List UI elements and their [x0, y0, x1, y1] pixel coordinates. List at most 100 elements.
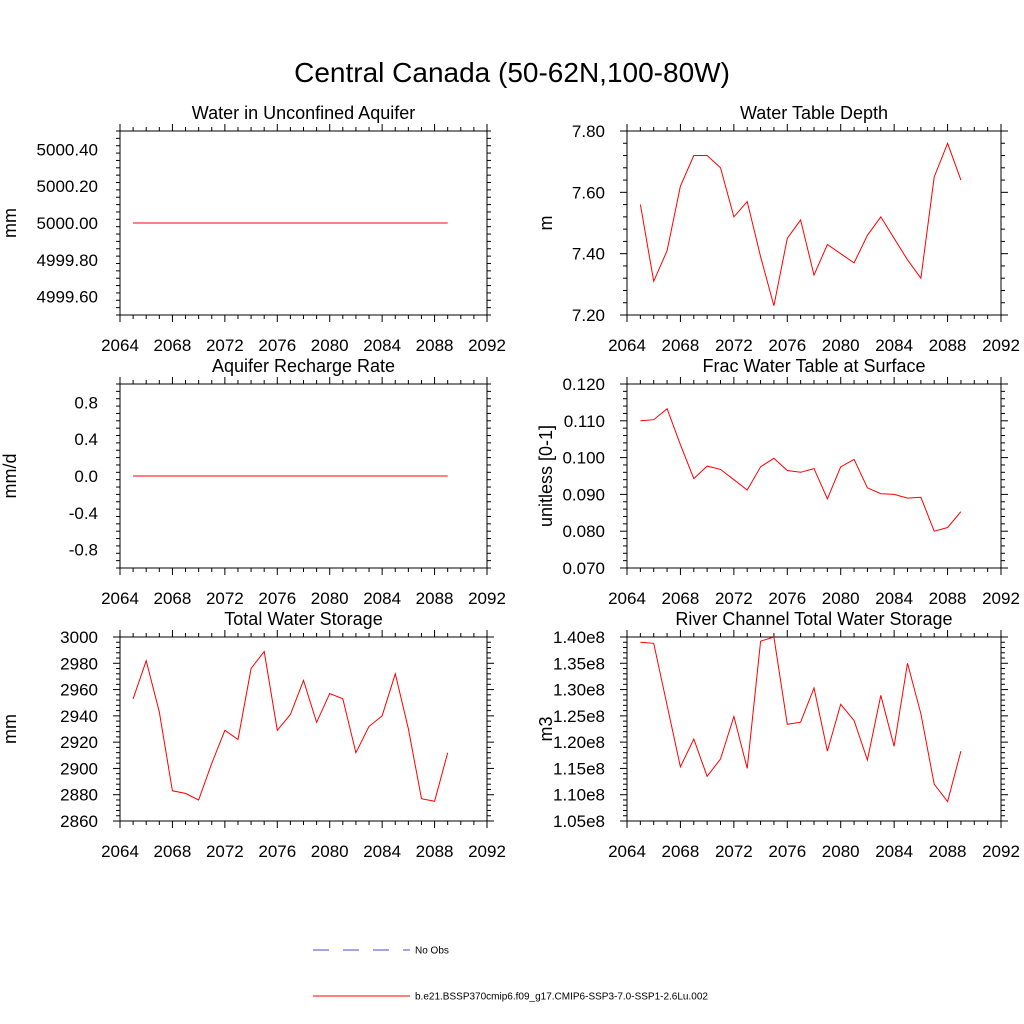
- x-tick-label: 2076: [258, 336, 296, 355]
- panel-grid: Water in Unconfined Aquifer 2064 2068 2072 2…: [0, 103, 1020, 861]
- x-tick-label: 2088: [929, 589, 967, 608]
- x-tick-label: 2084: [363, 589, 401, 608]
- figure-title: Central Canada (50-62N,100-80W): [294, 57, 730, 88]
- panel-title: Frac Water Table at Surface: [702, 356, 925, 376]
- y-tick-label: 1.05e8: [553, 812, 605, 831]
- x-tick-label: 2088: [929, 842, 967, 861]
- y-tick-label: 1.10e8: [553, 786, 605, 805]
- y-tick-label: 2900: [60, 759, 98, 778]
- panel-5: Total Water Storage 2064 2068 2072 2076 2080 2…: [0, 609, 506, 861]
- x-tick-label: 2068: [662, 336, 700, 355]
- y-tick-label: -0.4: [69, 504, 98, 523]
- y-tick-label: 1.20e8: [553, 733, 605, 752]
- x-tick-label: 2072: [206, 589, 244, 608]
- plot-frame: [119, 636, 488, 822]
- y-tick-label: 0.120: [562, 375, 605, 394]
- y-axis-label: unitless [0-1]: [536, 425, 556, 527]
- y-tick-label: 2880: [60, 786, 98, 805]
- legend-label-2: b.e21.BSSP370cmip6.f09_g17.CMIP6-SSP3-7.…: [415, 992, 708, 1003]
- x-tick-label: 2068: [154, 589, 192, 608]
- x-tick-label: 2076: [768, 589, 806, 608]
- y-tick-label: 0.110: [564, 412, 605, 431]
- y-tick-label: 5000.40: [37, 140, 98, 159]
- y-tick-label: 0.4: [74, 430, 98, 449]
- panel-title: Total Water Storage: [224, 609, 382, 629]
- plot-frame: [626, 383, 1002, 569]
- y-tick-label: 2940: [60, 707, 98, 726]
- panel-title: Aquifer Recharge Rate: [212, 356, 395, 376]
- x-tick-label: 2092: [982, 336, 1020, 355]
- x-tick-label: 2068: [662, 842, 700, 861]
- x-tick-label: 2092: [468, 842, 506, 861]
- y-tick-label: 4999.80: [37, 251, 98, 270]
- plot-frame: [626, 636, 1002, 822]
- y-tick-label: 7.80: [572, 122, 605, 141]
- panel-1: Water in Unconfined Aquifer 2064 2068 2072 2…: [0, 103, 506, 355]
- series-line: [640, 636, 962, 803]
- y-tick-label: 0.090: [562, 485, 605, 504]
- y-tick-label: 2980: [60, 654, 98, 673]
- x-tick-label: 2076: [768, 336, 806, 355]
- legend-label-1: No Obs: [415, 946, 449, 957]
- y-tick-label: 1.35e8: [553, 654, 605, 673]
- x-tick-label: 2084: [875, 842, 913, 861]
- y-tick-label: 5000.20: [37, 177, 98, 196]
- x-tick-label: 2064: [608, 589, 646, 608]
- series-line: [132, 650, 449, 802]
- x-tick-label: 2088: [929, 336, 967, 355]
- x-tick-label: 2064: [101, 842, 139, 861]
- x-tick-label: 2084: [363, 336, 401, 355]
- x-tick-label: 2092: [468, 589, 506, 608]
- y-tick-label: 1.30e8: [553, 681, 605, 700]
- x-tick-label: 2084: [363, 842, 401, 861]
- legend: No Obs b.e21.BSSP370cmip6.f09_g17.CMIP6-S…: [313, 946, 708, 1003]
- x-tick-label: 2064: [608, 336, 646, 355]
- panel-title: Water in Unconfined Aquifer: [192, 103, 415, 123]
- x-tick-label: 2072: [206, 842, 244, 861]
- series-line: [640, 407, 962, 532]
- y-tick-label: 1.25e8: [553, 707, 605, 726]
- y-tick-label: 7.40: [572, 245, 605, 264]
- x-tick-label: 2068: [154, 842, 192, 861]
- y-tick-label: 0.8: [74, 393, 98, 412]
- y-axis-label: mm: [0, 714, 20, 744]
- y-tick-label: 7.20: [572, 306, 605, 325]
- x-tick-label: 2088: [416, 589, 454, 608]
- panel-3: Aquifer Recharge Rate 2064 2068 2072 2076 208…: [0, 356, 506, 608]
- x-tick-label: 2092: [982, 589, 1020, 608]
- x-tick-label: 2080: [311, 336, 349, 355]
- y-axis-label: m3: [536, 716, 556, 741]
- y-tick-label: 1.40e8: [553, 628, 605, 647]
- x-tick-label: 2080: [311, 842, 349, 861]
- y-tick-label: -0.8: [69, 541, 98, 560]
- x-tick-label: 2068: [154, 336, 192, 355]
- y-tick-label: 2920: [60, 733, 98, 752]
- x-tick-label: 2092: [982, 842, 1020, 861]
- y-tick-label: 2960: [60, 681, 98, 700]
- y-tick-label: 0.100: [562, 449, 605, 468]
- y-axis-label: mm/d: [0, 454, 20, 499]
- x-tick-label: 2080: [822, 842, 860, 861]
- x-tick-label: 2084: [875, 336, 913, 355]
- y-axis-label: m: [536, 216, 556, 231]
- x-tick-label: 2088: [416, 842, 454, 861]
- panel-4: Frac Water Table at Surface 2064 2068 2072 2…: [536, 356, 1020, 608]
- x-tick-label: 2072: [206, 336, 244, 355]
- series-line: [639, 141, 962, 306]
- y-tick-label: 3000: [60, 628, 98, 647]
- x-tick-label: 2092: [468, 336, 506, 355]
- panel-title: Water Table Depth: [740, 103, 888, 123]
- x-tick-label: 2080: [311, 589, 349, 608]
- plot-frame: [626, 130, 1002, 316]
- x-tick-label: 2068: [662, 589, 700, 608]
- y-tick-label: 0.070: [562, 559, 605, 578]
- x-tick-label: 2064: [101, 589, 139, 608]
- panel-6: River Channel Total Water Storage 2064 206…: [536, 609, 1020, 861]
- y-tick-label: 2860: [60, 812, 98, 831]
- y-tick-label: 4999.60: [37, 288, 98, 307]
- panel-2: Water Table Depth 2064 2068 2072 2076 2080 208…: [536, 103, 1020, 355]
- x-tick-label: 2080: [822, 589, 860, 608]
- x-tick-label: 2076: [258, 842, 296, 861]
- x-tick-label: 2064: [608, 842, 646, 861]
